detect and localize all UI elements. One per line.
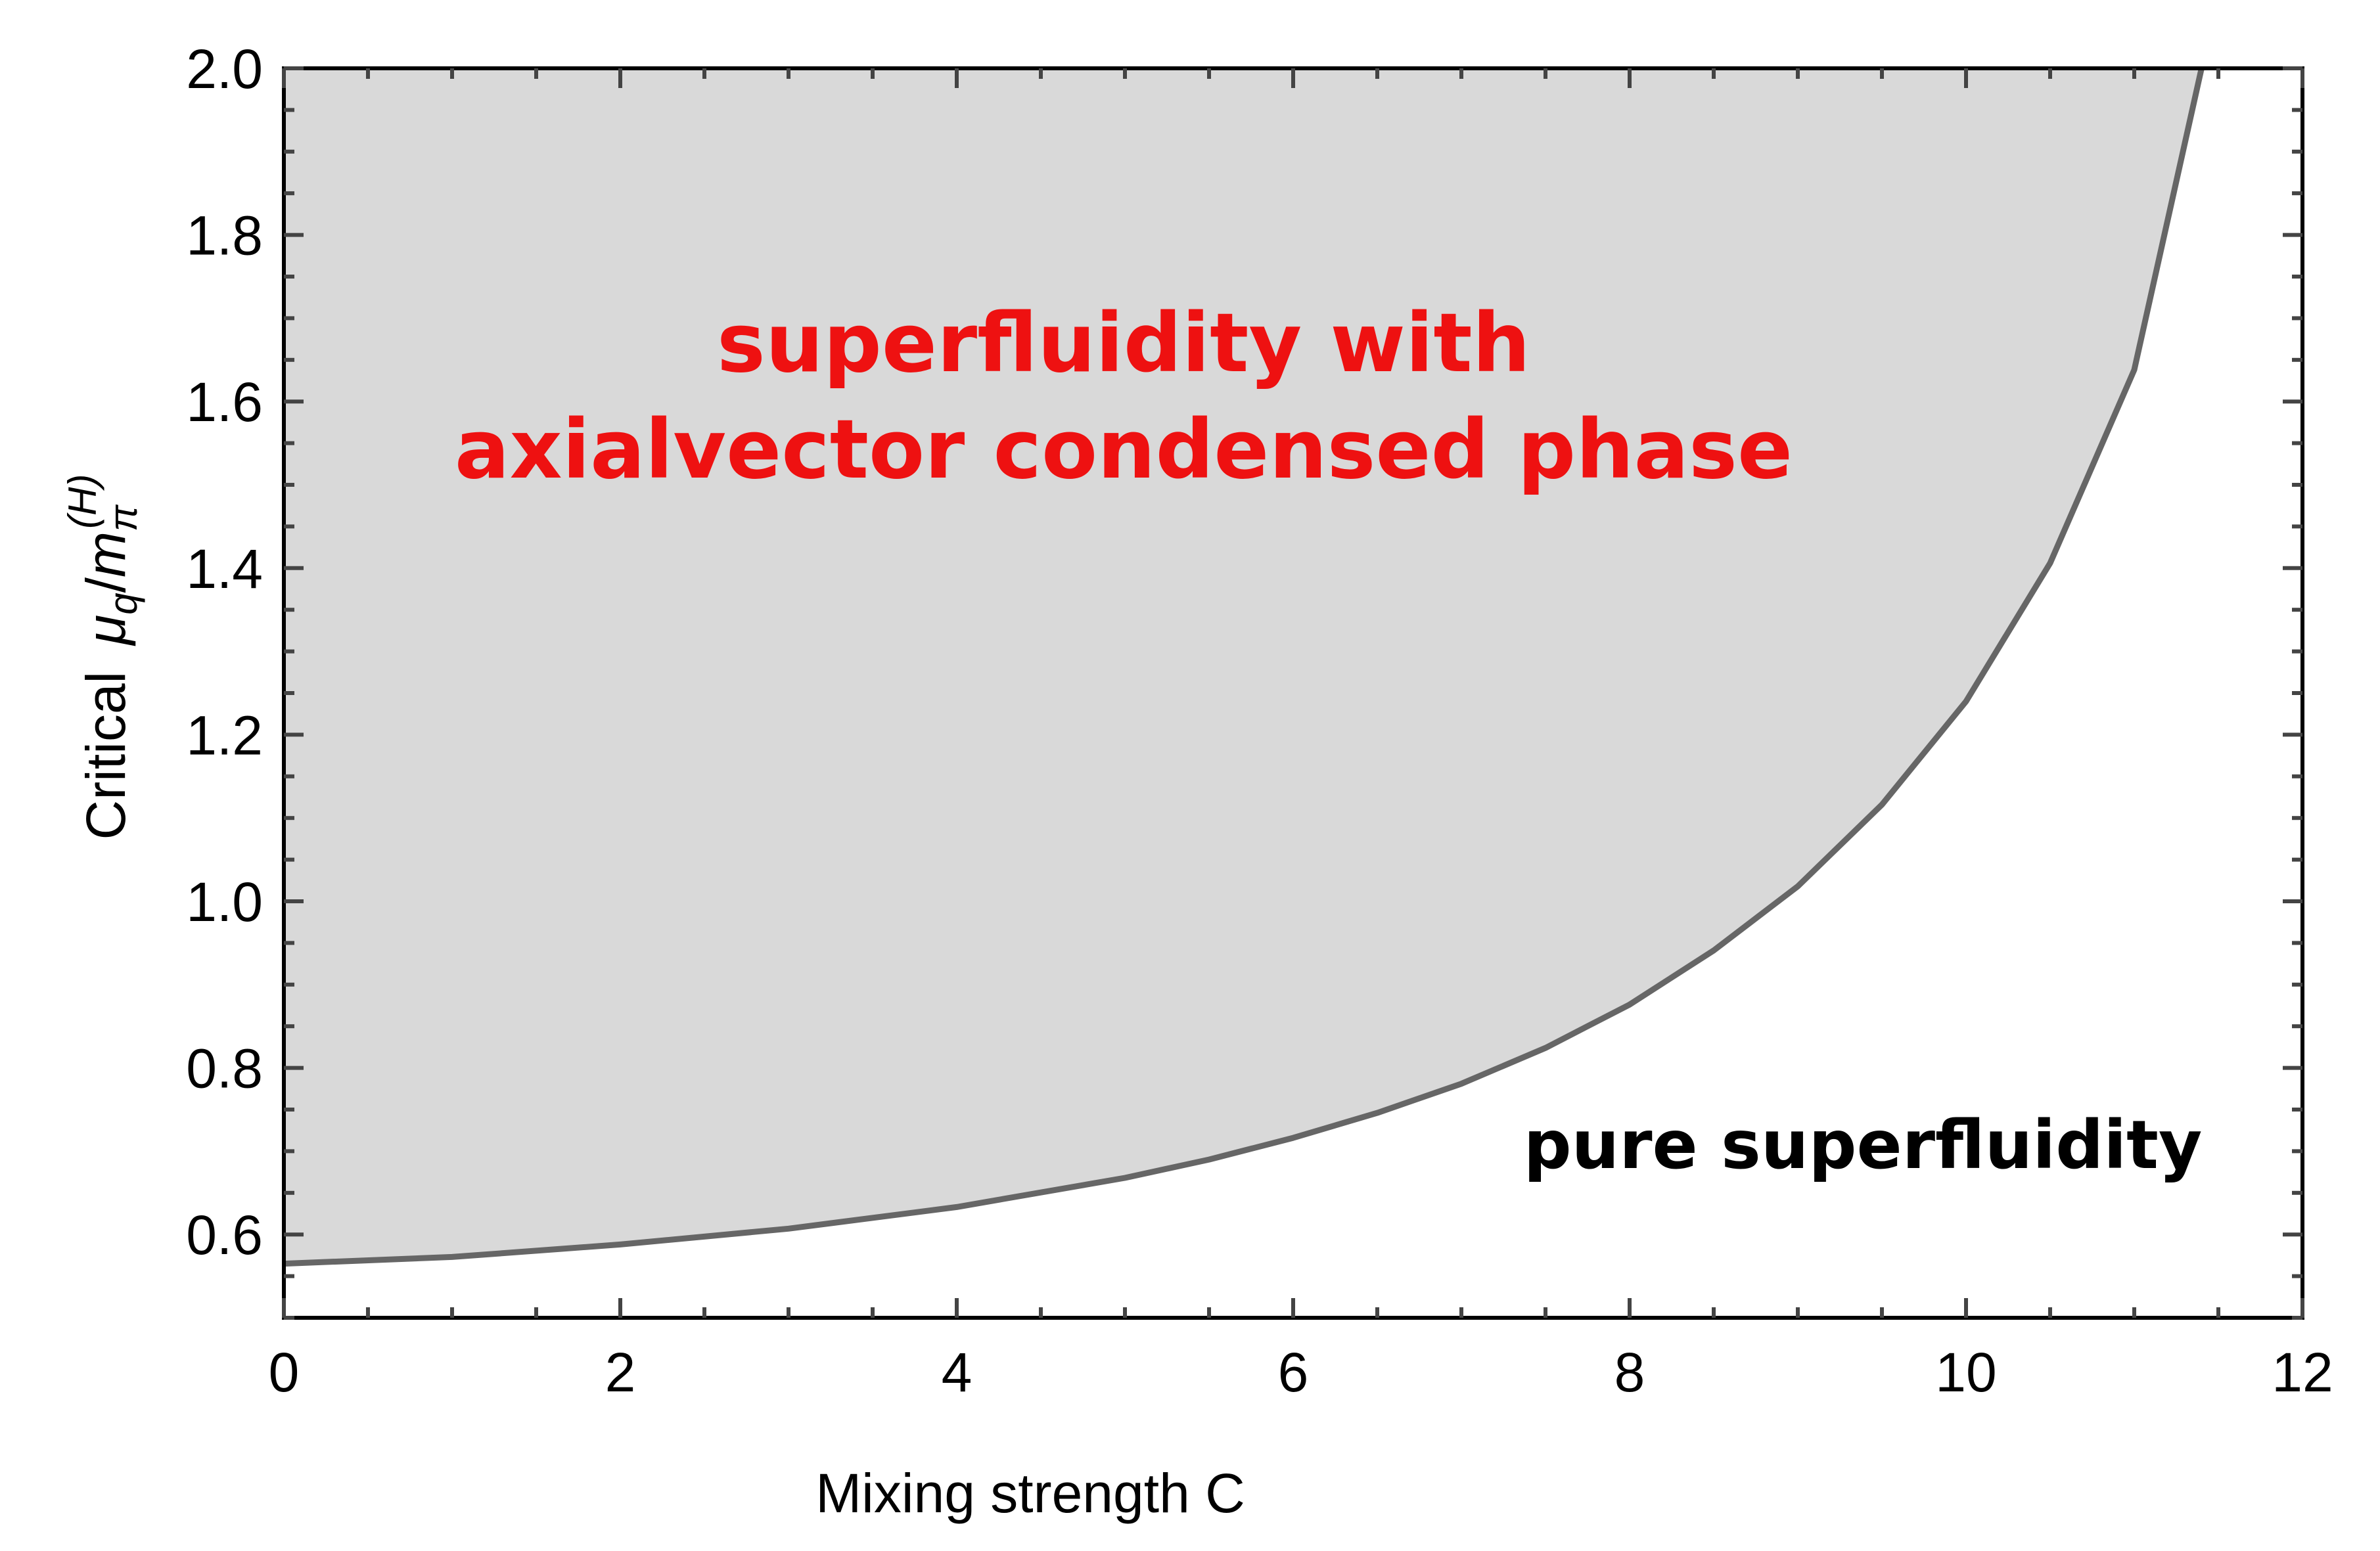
x-tick-label: 8 <box>1614 1341 1645 1403</box>
y-axis-title-m: m <box>75 531 137 577</box>
svg-text:Criticalμq/mπ(H): Critical μq/mπ(H) <box>60 474 145 840</box>
axis-ticks <box>282 66 2304 1320</box>
x-axis-title: Mixing strength C <box>815 1462 1245 1524</box>
region-annotations: superfluidity with axialvector condensed… <box>455 296 2203 1184</box>
x-tick-label: 10 <box>1935 1341 1996 1403</box>
x-tick-label: 4 <box>942 1341 973 1403</box>
y-tick-label: 1.2 <box>186 704 263 766</box>
x-tick-labels: 0 2 4 6 8 10 12 <box>269 1341 2333 1403</box>
y-tick-label: 0.6 <box>186 1204 263 1266</box>
x-tick-label: 6 <box>1278 1341 1309 1403</box>
region-label-axialvector-line1: superfluidity with <box>717 296 1530 391</box>
y-tick-label: 0.8 <box>186 1038 263 1100</box>
y-axis-title-m-sup: (H) <box>60 474 104 529</box>
x-tick-label: 12 <box>2272 1341 2333 1403</box>
y-axis-title: Critical μq/mπ(H) <box>60 474 145 840</box>
y-tick-label: 1.0 <box>186 871 263 933</box>
region-label-axialvector-line2: axialvector condensed phase <box>455 403 1793 497</box>
y-tick-label: 1.4 <box>186 538 263 600</box>
x-tick-label: 0 <box>269 1341 300 1403</box>
y-tick-label: 1.8 <box>186 205 263 267</box>
x-tick-label: 2 <box>605 1341 636 1403</box>
y-axis-title-m-sub: π <box>101 504 145 531</box>
y-axis-title-slash: / <box>75 577 137 593</box>
axialvector-condensed-region <box>284 68 2202 1264</box>
region-label-pure-superfluidity: pure superfluidity <box>1524 1106 2203 1184</box>
y-axis-title-prefix: Critical <box>75 671 137 840</box>
y-tick-labels: 0.6 0.8 1.0 1.2 1.4 1.6 1.8 2.0 <box>186 38 263 1266</box>
y-axis-title-mu: μ <box>75 615 137 646</box>
phase-boundary-curve <box>283 68 2205 1267</box>
y-axis-title-mu-sub: q <box>101 593 145 614</box>
y-tick-label: 2.0 <box>186 38 263 100</box>
plot-area <box>282 66 2304 1320</box>
y-tick-label: 1.6 <box>186 371 263 433</box>
